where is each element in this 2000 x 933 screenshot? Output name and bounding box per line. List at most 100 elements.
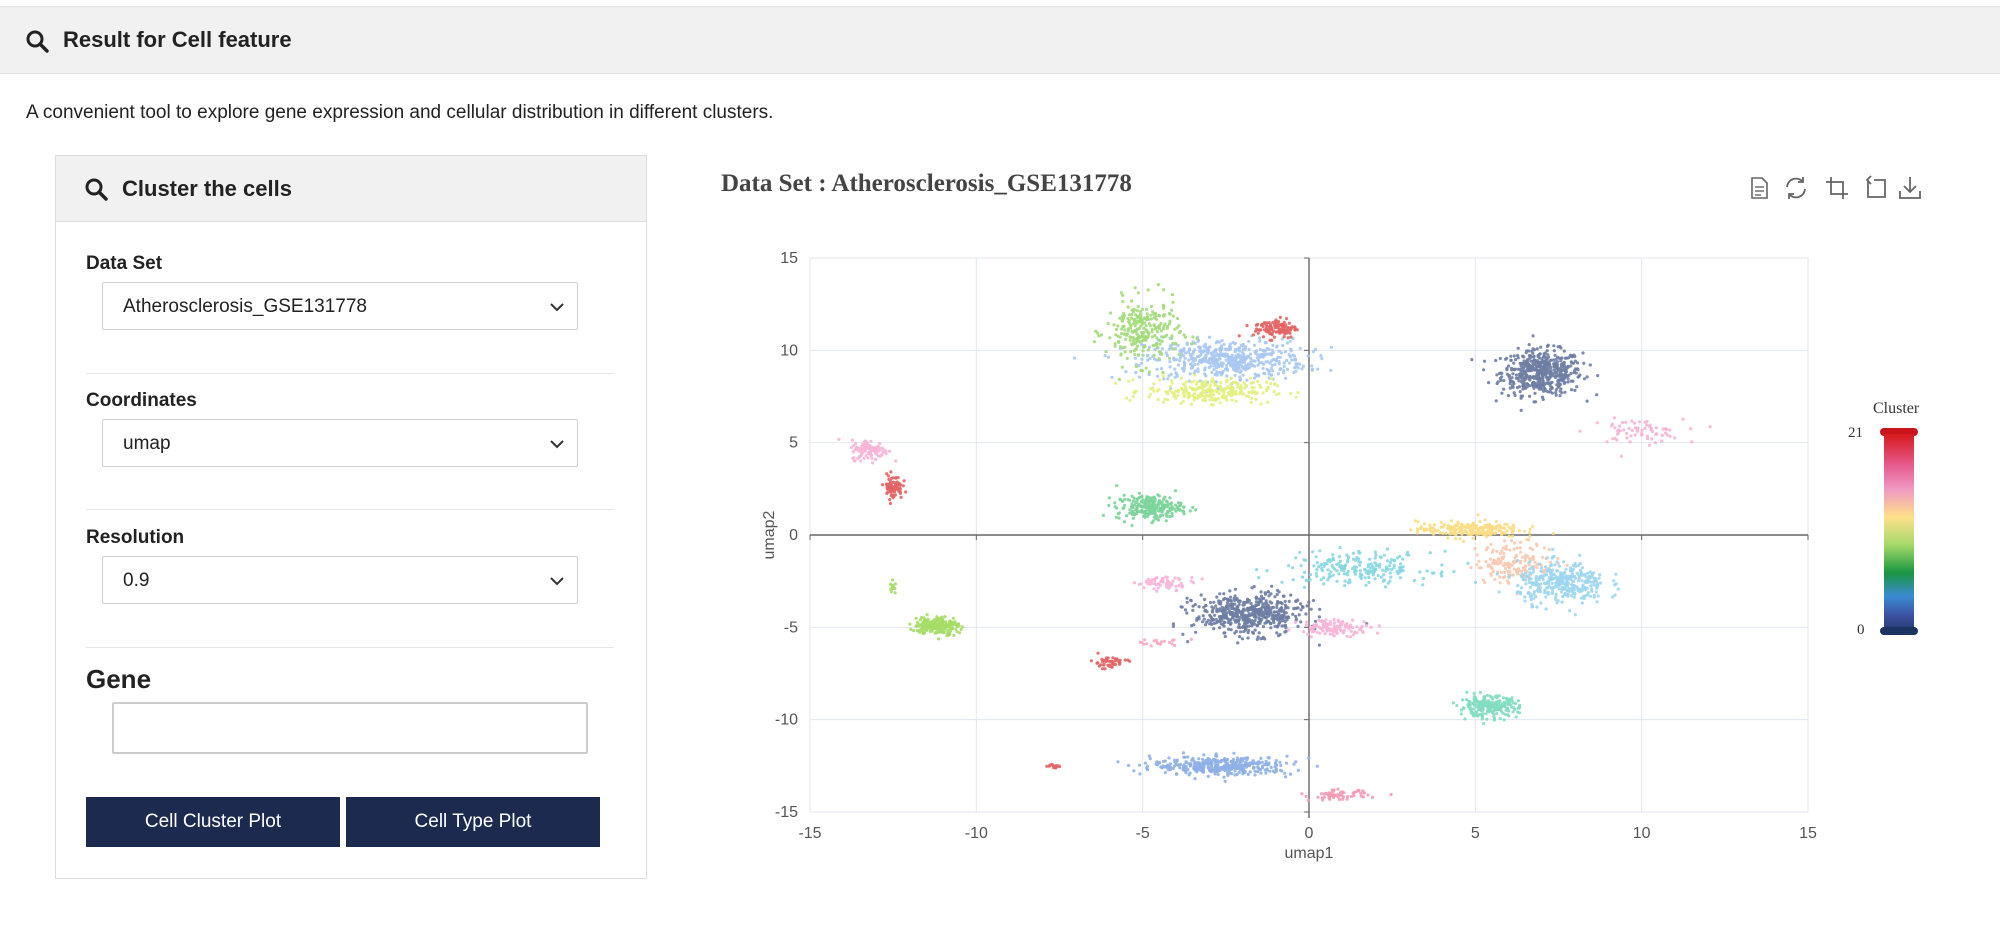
cell-point xyxy=(1453,537,1458,541)
cell-point xyxy=(1266,385,1270,389)
cell-point xyxy=(1170,642,1174,646)
cell-point xyxy=(1491,570,1495,574)
zoom-reset-icon[interactable] xyxy=(1860,174,1888,202)
download-icon[interactable] xyxy=(1896,174,1924,202)
zoom-icon[interactable] xyxy=(1823,174,1851,202)
cell-point xyxy=(1121,299,1125,304)
cell-point xyxy=(1256,356,1260,360)
cell-point xyxy=(1492,718,1496,722)
cell-point xyxy=(1508,382,1512,386)
legend-handle-bottom[interactable] xyxy=(1880,627,1918,635)
cell-point xyxy=(1200,382,1204,387)
cell-point xyxy=(1132,337,1136,341)
cell-point xyxy=(1251,604,1255,608)
cell-point xyxy=(1500,391,1504,395)
cell-point xyxy=(890,487,894,491)
cell-point xyxy=(1241,763,1245,767)
cell-point xyxy=(1147,754,1151,758)
cell-point xyxy=(1415,528,1420,532)
cell-point xyxy=(1476,513,1480,517)
cell-point xyxy=(1158,350,1162,354)
cell-point xyxy=(1235,756,1239,760)
cell-point xyxy=(1299,564,1303,568)
cell-point xyxy=(1162,327,1166,331)
cell-point xyxy=(1528,534,1532,538)
cell-point xyxy=(1595,586,1599,590)
cell-point xyxy=(1101,660,1105,664)
cell-point xyxy=(1470,358,1474,362)
cell-point xyxy=(1495,572,1499,576)
cell-point xyxy=(932,618,937,622)
cell-point xyxy=(935,619,939,623)
cell-point xyxy=(1580,579,1584,583)
cell-point xyxy=(1259,599,1263,603)
cell-point xyxy=(1306,632,1310,636)
cell-point xyxy=(1283,350,1287,354)
cell-point xyxy=(1168,365,1172,369)
cell-point xyxy=(1225,363,1229,368)
cell-cluster-plot-button[interactable]: Cell Cluster Plot xyxy=(86,797,340,847)
cell-point xyxy=(1270,363,1274,367)
cell-point xyxy=(1522,359,1526,363)
cell-point xyxy=(1188,509,1192,513)
cell-point xyxy=(1560,600,1564,604)
cell-point xyxy=(1199,768,1203,773)
cell-point xyxy=(960,625,964,629)
cell-point xyxy=(1559,356,1563,360)
cell-point xyxy=(1546,582,1550,586)
cell-point xyxy=(1476,531,1480,535)
cell-point xyxy=(888,501,892,506)
cell-point xyxy=(1379,575,1383,579)
cell-point xyxy=(1580,601,1584,605)
restore-icon[interactable] xyxy=(1782,174,1810,202)
cell-point xyxy=(1243,763,1247,767)
cell-point xyxy=(1096,651,1100,655)
cell-point xyxy=(1230,610,1234,614)
cell-point xyxy=(1225,616,1229,620)
cell-point xyxy=(1130,512,1135,517)
cell-point xyxy=(1392,566,1396,570)
cell-point xyxy=(1110,665,1114,669)
cell-point xyxy=(1554,390,1558,395)
cell-point xyxy=(1319,354,1323,358)
resolution-select[interactable]: 0.9 xyxy=(102,556,578,604)
cell-type-plot-button[interactable]: Cell Type Plot xyxy=(346,797,600,847)
cell-point xyxy=(1481,712,1485,716)
gene-input[interactable] xyxy=(112,702,588,754)
cell-point xyxy=(1315,574,1319,578)
cell-point xyxy=(1143,515,1147,519)
cell-point xyxy=(1570,572,1574,576)
cell-point xyxy=(1249,356,1253,361)
cell-point xyxy=(1092,340,1096,344)
cell-point xyxy=(1134,364,1138,369)
cell-point xyxy=(1575,385,1579,389)
cell-point xyxy=(1177,324,1181,328)
cell-point xyxy=(1294,395,1298,399)
cell-point xyxy=(893,586,897,590)
cell-point xyxy=(1294,617,1298,621)
cell-point xyxy=(1101,513,1105,517)
cell-point xyxy=(1269,382,1273,386)
cell-point xyxy=(1205,346,1209,350)
data-view-icon[interactable] xyxy=(1745,174,1773,202)
cluster-4 xyxy=(1114,373,1300,407)
cell-point xyxy=(1495,381,1499,386)
legend-handle-top[interactable] xyxy=(1880,428,1918,436)
cell-point xyxy=(1182,349,1186,353)
cell-point xyxy=(1293,620,1298,624)
x-tick-label: -10 xyxy=(965,825,988,842)
cell-point xyxy=(1274,359,1278,363)
cell-point xyxy=(1236,641,1240,645)
dataset-select[interactable]: Atherosclerosis_GSE131778 xyxy=(102,282,578,330)
cell-point xyxy=(1466,561,1470,565)
cell-point xyxy=(1277,590,1281,594)
cell-point xyxy=(1118,316,1122,320)
cell-point xyxy=(1301,575,1305,579)
cell-point xyxy=(1521,572,1525,577)
cell-point xyxy=(1507,563,1511,567)
cell-point xyxy=(1475,553,1479,557)
cell-point xyxy=(878,448,882,452)
cell-point xyxy=(1155,330,1159,334)
coordinates-select[interactable]: umap xyxy=(102,419,578,467)
